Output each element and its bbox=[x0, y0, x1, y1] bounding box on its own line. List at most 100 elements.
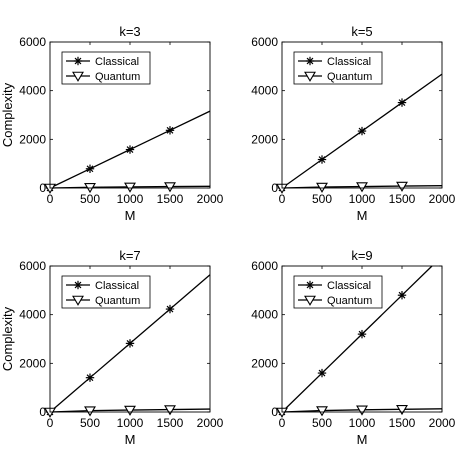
legend: Classical Quantum bbox=[293, 51, 383, 85]
x-tick-label: 500 bbox=[80, 192, 100, 206]
y-tick-label: 0 bbox=[271, 181, 278, 195]
series-line-segment bbox=[169, 110, 211, 131]
series-quantum bbox=[276, 405, 443, 418]
axes-frame bbox=[281, 41, 443, 189]
data-point-classical-stroke bbox=[318, 369, 326, 377]
data-point-classical-stroke bbox=[398, 99, 406, 106]
legend-marker-classical-stroke bbox=[74, 57, 82, 65]
legend-label-classical: Classical bbox=[327, 56, 371, 68]
data-point-quantum bbox=[316, 406, 328, 417]
y-tick-label: 4000 bbox=[251, 308, 278, 322]
x-tick-label: 0 bbox=[279, 192, 286, 206]
y-tick-label: 4000 bbox=[19, 308, 46, 322]
x-tick-label: 2000 bbox=[197, 192, 224, 206]
x-axis-label: M bbox=[357, 208, 368, 223]
subplot-1: 0 500 1000 1500 2000 0 2000 4000 6000 k=3 M Complex… bbox=[0, 24, 224, 223]
series-line-segment bbox=[321, 130, 363, 161]
legend-label-quantum: Quantum bbox=[95, 295, 140, 307]
series-line-segment bbox=[129, 129, 171, 151]
series-line-segment bbox=[321, 409, 363, 412]
data-point-classical bbox=[397, 98, 407, 107]
x-tick-label: 1500 bbox=[157, 416, 184, 430]
legend-label-quantum: Quantum bbox=[327, 71, 372, 83]
x-tick-label: 1000 bbox=[117, 192, 144, 206]
data-point-classical-stroke bbox=[86, 165, 94, 173]
subplot-3: 0 500 1000 1500 2000 0 2000 4000 6000 k=7 M Complex… bbox=[0, 248, 224, 447]
y-tick-label: 2000 bbox=[19, 356, 46, 370]
subplot-title: k=7 bbox=[119, 248, 140, 263]
series-line-segment bbox=[321, 333, 363, 374]
legend: Classical Quantum bbox=[61, 51, 151, 85]
y-tick-label: 6000 bbox=[19, 259, 46, 273]
legend: Classical Quantum bbox=[293, 275, 383, 309]
subplot-2: 0 500 1000 1500 2000 0 2000 4000 6000 k=5 M Classic… bbox=[251, 24, 455, 223]
data-point-classical-stroke bbox=[166, 126, 174, 134]
x-axis-label: M bbox=[125, 208, 136, 223]
x-axis-label: M bbox=[357, 432, 368, 447]
x-tick-label: 1500 bbox=[389, 416, 416, 430]
series-line-segment bbox=[281, 159, 323, 189]
series-line-segment bbox=[281, 372, 323, 413]
subplot-title: k=3 bbox=[119, 24, 140, 39]
legend-marker-classical bbox=[73, 280, 83, 290]
y-tick-label: 0 bbox=[39, 405, 46, 419]
y-tick-label: 2000 bbox=[251, 356, 278, 370]
legend-marker-classical-stroke bbox=[306, 57, 314, 65]
legend-marker-classical-stroke bbox=[306, 281, 314, 289]
data-point-quantum bbox=[396, 181, 408, 192]
y-tick-label: 4000 bbox=[19, 84, 46, 98]
data-point-classical bbox=[165, 304, 175, 314]
x-tick-label: 2000 bbox=[429, 192, 456, 206]
series-line-segment bbox=[169, 274, 211, 310]
data-point-classical-stroke bbox=[398, 291, 406, 299]
data-point-classical bbox=[317, 155, 327, 164]
x-tick-label: 500 bbox=[312, 416, 332, 430]
subplot-title: k=9 bbox=[351, 248, 372, 263]
legend-marker-classical bbox=[73, 56, 83, 66]
y-tick-label: 6000 bbox=[251, 259, 278, 273]
series-quantum bbox=[276, 181, 443, 194]
x-tick-label: 0 bbox=[279, 416, 286, 430]
y-tick-label: 2000 bbox=[19, 132, 46, 146]
series-line-segment bbox=[361, 102, 403, 132]
data-point-quantum bbox=[396, 405, 408, 416]
y-axis-label: Complexity bbox=[0, 82, 15, 147]
x-tick-label: 0 bbox=[47, 416, 54, 430]
legend-marker-classical bbox=[305, 56, 315, 66]
data-point-quantum bbox=[124, 405, 136, 416]
legend-marker-classical bbox=[305, 280, 315, 290]
y-tick-label: 6000 bbox=[19, 35, 46, 49]
axes-frame bbox=[49, 265, 211, 413]
legend-marker-classical-stroke bbox=[74, 281, 82, 289]
y-axis-label: Complexity bbox=[0, 306, 15, 371]
series-line-segment bbox=[361, 294, 403, 335]
x-tick-label: 1000 bbox=[117, 416, 144, 430]
subplot-4: 0 500 1000 1500 2000 0 2000 4000 6000 k=9 M Classic… bbox=[251, 248, 455, 447]
data-point-quantum bbox=[164, 182, 176, 193]
axes-frame bbox=[281, 265, 443, 413]
axes-frame bbox=[49, 41, 211, 189]
data-point-classical bbox=[85, 164, 95, 173]
legend-marker-quantum bbox=[72, 71, 84, 82]
series-line-segment bbox=[89, 148, 131, 170]
data-point-quantum bbox=[356, 405, 368, 416]
data-point-quantum bbox=[164, 405, 176, 416]
subplot-title: k=5 bbox=[351, 24, 372, 39]
data-point-classical-stroke bbox=[166, 305, 174, 313]
data-point-quantum bbox=[84, 406, 96, 417]
series-line-segment bbox=[129, 308, 171, 344]
x-tick-label: 1500 bbox=[157, 192, 184, 206]
series-line-segment bbox=[89, 342, 131, 379]
data-point-quantum bbox=[356, 182, 368, 193]
legend-marker-quantum bbox=[72, 295, 84, 306]
legend-marker-quantum bbox=[304, 295, 316, 306]
data-point-classical-stroke bbox=[126, 146, 134, 153]
x-tick-label: 500 bbox=[80, 416, 100, 430]
data-point-classical bbox=[165, 126, 175, 135]
x-tick-label: 500 bbox=[312, 192, 332, 206]
legend-label-classical: Classical bbox=[95, 280, 139, 292]
series-line-segment bbox=[401, 73, 443, 104]
legend-label-classical: Classical bbox=[95, 56, 139, 68]
x-tick-label: 0 bbox=[47, 192, 54, 206]
